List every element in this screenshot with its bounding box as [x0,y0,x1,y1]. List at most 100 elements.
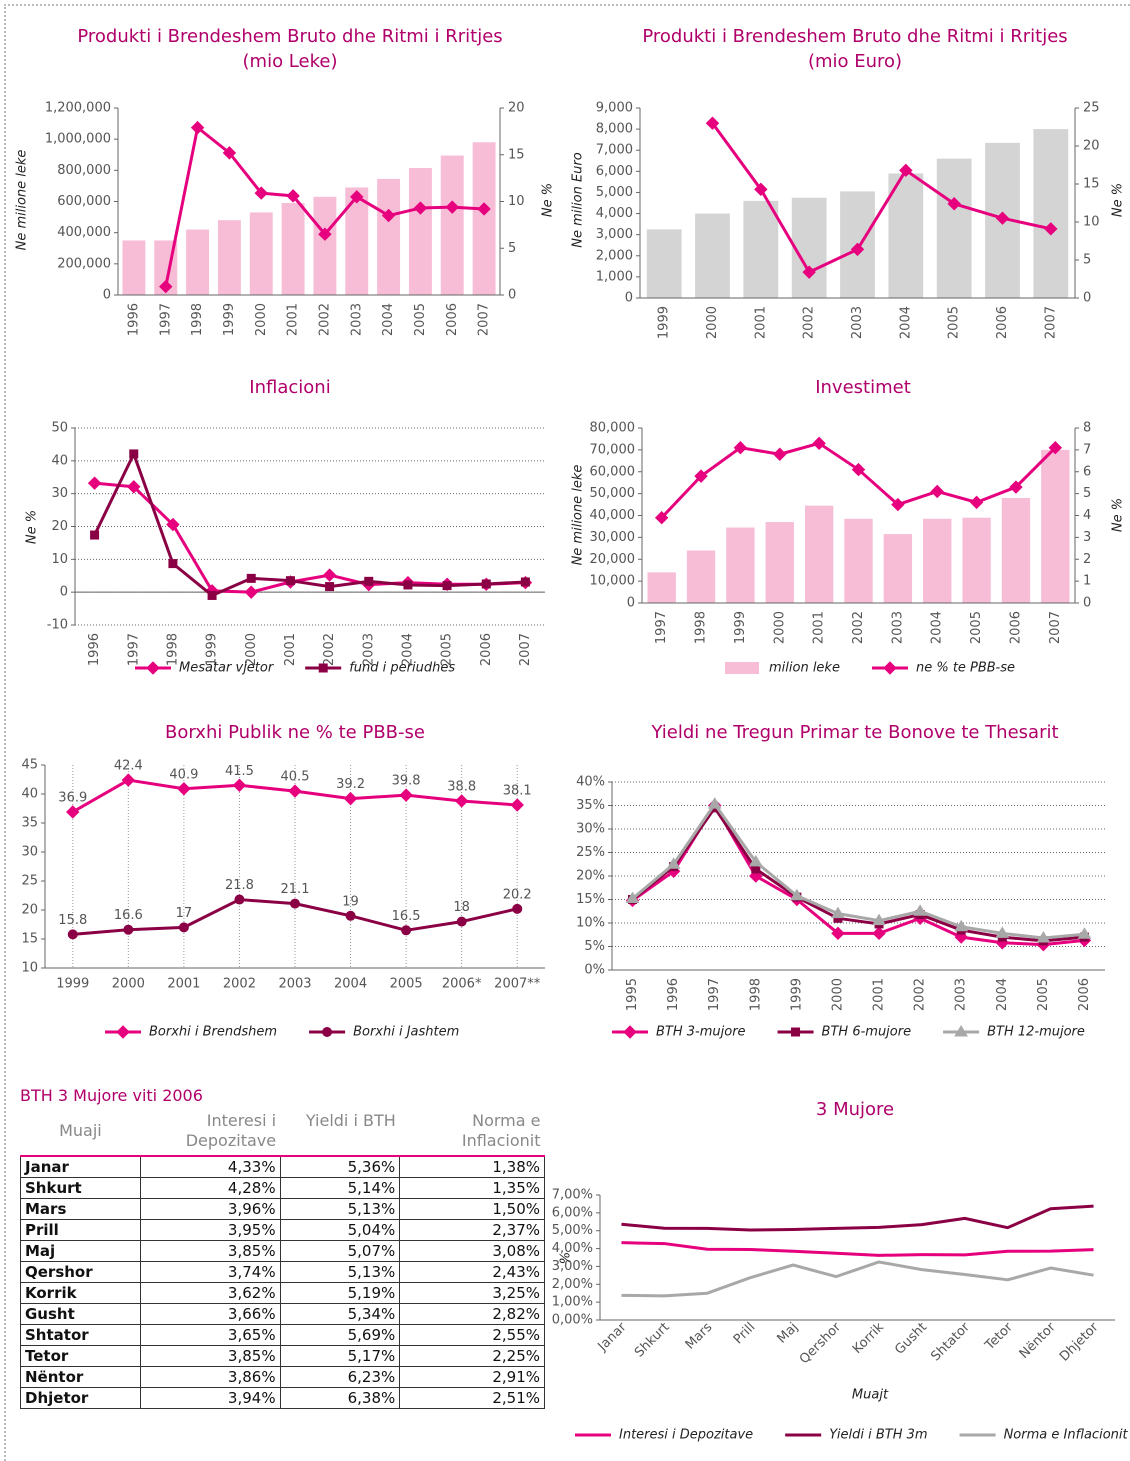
y-tick-label: 7,000 [596,143,633,158]
data-label: 40.9 [169,767,198,782]
x-tick-label: Tetor [982,1319,1016,1353]
table-cell: Janar [20,1155,141,1178]
bar [281,203,305,295]
y-tick-label: 2,00% [552,1277,593,1292]
x-tick-label: Dhjetor [1057,1319,1102,1364]
table-row: Qershor 3,74% 5,13% 2,43% [20,1261,545,1283]
bar [647,572,676,603]
x-tick-label: Maj [775,1320,802,1347]
x-tick-label: 1998 [165,633,180,666]
marker [246,573,256,583]
table-cell: 1,50% [399,1198,545,1220]
marker [913,904,928,916]
chart: 3 Mujore 0,00% 1,00% 2,00% 3,00% 4,00% 5,00% 6,… [552,1099,1129,1443]
chart-subtitle: (mio Leke) [243,51,338,72]
line [94,481,526,594]
legend-swatch [725,662,759,674]
chart-title: Borxhi Publik ne % te PBB-se [165,722,425,743]
x-tick-label: 1995 [625,978,640,1011]
marker [891,497,905,512]
y-tick-label: 0 [625,291,633,306]
y2-tick-label: 10 [508,194,525,209]
bar [646,229,682,298]
marker [694,469,708,483]
x-tick-label: 1998 [748,978,763,1011]
legend-marker [623,1025,637,1039]
table-title: BTH 3 Mujore viti 2006 [20,1086,203,1105]
marker [930,484,944,499]
data-label: 36.9 [58,790,87,805]
data-label: 39.8 [392,774,421,789]
y-tick-label: 20 [21,903,38,918]
table-body: Janar 4,33% 5,36% 1,38% Shkurt 4,28% 5,14% 1,35… [20,1155,545,1409]
x-tick-label: 2002 [913,978,928,1011]
marker [1009,480,1023,494]
x-tick-label: 2000 [254,303,269,336]
y-tick-label: 1,000,000 [45,132,111,147]
bar [1001,498,1031,603]
table-row: Shtator 3,65% 5,69% 2,55% [20,1324,545,1346]
y-tick-label: 10 [51,552,68,567]
marker [413,201,428,215]
legend-label: BTH 12-mujore [987,1025,1085,1040]
x-tick-label: 1997 [707,978,722,1011]
y-tick-label: 0 [627,596,635,611]
marker [177,782,191,796]
x-tick-label: 2006* [442,977,482,992]
line [621,1204,1094,1232]
marker [254,186,268,200]
bar [726,527,755,603]
x-tick-label: Korrik [850,1320,887,1357]
x-tick-label: 2005 [1036,978,1051,1011]
bar [962,517,991,603]
bar [377,178,401,295]
x-tick-label: 2003 [361,633,376,666]
y2-tick-label: 3 [1083,530,1091,545]
data-label: 42.4 [114,759,143,774]
y2-axis-label: Ne % [1111,498,1126,532]
y-tick-label: 15% [576,892,605,907]
bar [804,505,834,603]
line [711,122,1052,274]
y-tick-label: 200,000 [57,256,111,271]
bar [765,522,794,603]
bar [472,142,496,295]
bar [888,173,924,298]
y-tick-label: 800,000 [57,163,111,178]
y2-tick-label: 10 [1083,215,1100,230]
table-cell: 5,04% [279,1219,401,1241]
x-tick-label: 2006 [479,633,494,666]
table-cell: 3,85% [139,1240,281,1262]
y-tick-label: 20 [51,519,68,534]
y-tick-label: 35 [21,816,38,831]
y2-tick-label: 0 [508,288,516,303]
marker [445,200,459,214]
bar [186,229,210,295]
y-tick-label: 10,000 [590,574,636,589]
x-tick-label: 1999 [205,633,220,666]
line [621,1241,1094,1257]
y-tick-label: 40,000 [590,508,636,523]
table-cell: 5,13% [279,1261,401,1283]
y-tick-label: 20% [576,869,605,884]
x-tick-label: 2005 [947,306,962,339]
x-tick-label: 2003 [349,303,364,336]
table-cell: 5,17% [279,1345,401,1367]
marker [288,784,302,798]
chart: Produkti i Brendeshem Bruto dhe Ritmi i … [571,26,1126,339]
legend-marker [318,663,328,673]
table-cell: Korrik [20,1282,141,1304]
bar [686,550,716,603]
legend-marker [883,661,897,675]
bar [883,534,913,603]
marker [325,582,335,592]
y2-tick-label: 20 [508,101,525,116]
y-axis-label: Ne milion Euro [571,152,586,247]
x-tick-label: 2002 [851,611,866,644]
x-tick-label: 2002 [223,977,256,992]
x-tick-label: 1998 [694,611,709,644]
legend-label: fund i periudhes [349,661,455,676]
x-tick-label: Nëntor [1017,1319,1059,1361]
y2-tick-label: 25 [1083,101,1100,116]
x-tick-label: 2004 [930,611,945,644]
